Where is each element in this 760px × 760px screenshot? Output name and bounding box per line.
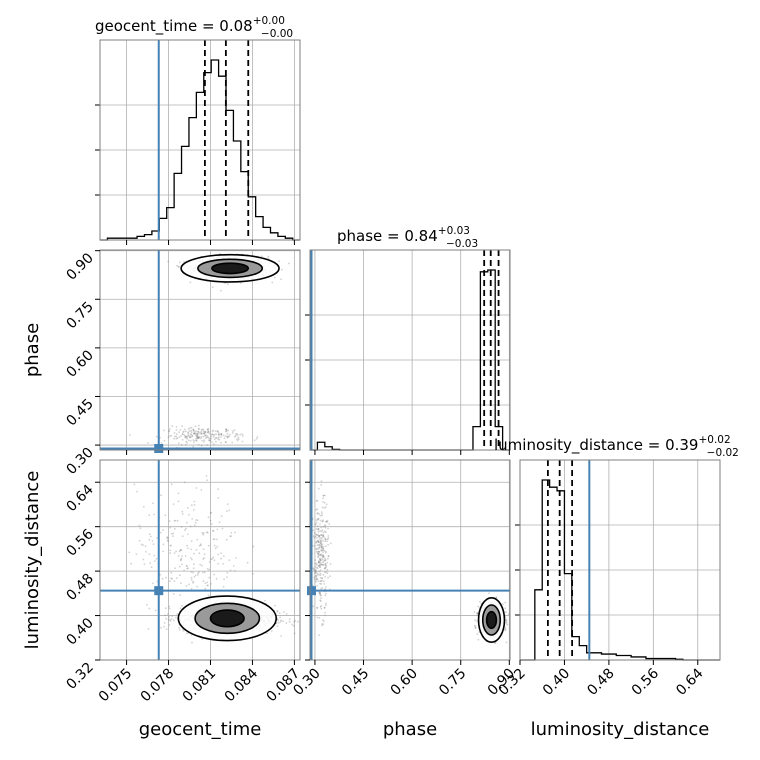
phase-vs-geocent-time-frame	[99, 249, 301, 451]
y-axis-label-luminosity-distance: luminosity_distance	[22, 471, 43, 650]
luminosity-distance-vs-phase-frame	[309, 459, 511, 661]
phase-hist-frame	[309, 249, 511, 451]
geocent-time-hist-step-line	[100, 59, 300, 241]
phase-vs-geocent-time-area	[100, 250, 300, 450]
phase-vs-geocent-time-contour-2	[211, 262, 250, 275]
phase-hist-area	[310, 250, 510, 450]
x-axis-label-luminosity-distance: luminosity_distance	[531, 719, 710, 740]
luminosity-distance-hist-area	[520, 460, 720, 660]
geocent-time-hist-frame	[99, 39, 301, 241]
phase-vs-geocent-time-panel: 0.300.450.600.750.90	[63, 249, 301, 478]
x-axis-label-phase: phase	[383, 719, 437, 740]
luminosity-distance-vs-geocent-time-contour-2	[209, 609, 245, 628]
geocent-time-hist-area	[100, 40, 300, 240]
phase-title: phase = 0.84+0.03 −0.03	[337, 225, 478, 250]
x-axis-label-geocent-time: geocent_time	[139, 719, 262, 740]
luminosity-distance-vs-phase-area	[310, 460, 510, 660]
luminosity-distance-hist-step-line	[520, 479, 720, 661]
phase-vs-geocent-time-truth-marker	[154, 444, 164, 454]
geocent-time-histogram-panel	[95, 39, 301, 245]
luminosity-distance-vs-geocent-time-frame	[99, 459, 301, 661]
luminosity-distance-vs-phase-contour-2	[485, 610, 498, 630]
geocent-time-title: geocent_time = 0.08+0.00 −0.00	[95, 15, 293, 40]
y-axis-label-phase: phase	[22, 323, 43, 377]
luminosity-distance-title: luminosity_distance = 0.39+0.02 −0.02	[494, 434, 739, 459]
luminosity-distance-vs-phase-truth-marker	[306, 586, 316, 596]
luminosity-distance-vs-geocent-time-truth-marker	[154, 586, 164, 596]
phase-histogram-panel	[305, 249, 511, 455]
luminosity-distance-hist-frame	[519, 459, 721, 661]
